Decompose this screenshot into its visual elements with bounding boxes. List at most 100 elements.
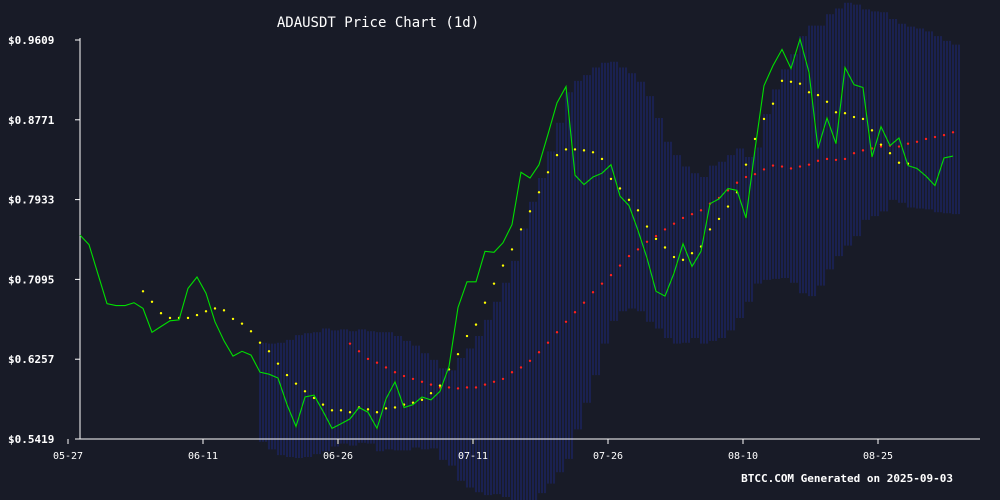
long-ma-point xyxy=(780,165,784,168)
footer-credit: BTCC.COM Generated on 2025-09-03 xyxy=(741,472,953,485)
long-ma-point xyxy=(546,341,550,344)
long-ma-point xyxy=(465,386,469,389)
long-ma-point xyxy=(420,380,424,383)
long-ma-point xyxy=(492,380,496,383)
short-ma-point xyxy=(303,390,307,393)
y-tick-label: $0.8771 xyxy=(8,114,55,127)
long-ma-point xyxy=(393,371,397,374)
short-ma-point xyxy=(879,143,883,146)
x-tick-label: 07-26 xyxy=(593,451,623,462)
close-layer xyxy=(79,37,954,430)
long-ma-point xyxy=(591,291,595,294)
long-ma-point xyxy=(519,366,523,369)
long-ma-point xyxy=(429,383,433,386)
long-ma-point xyxy=(690,212,694,216)
long-ma-point xyxy=(735,181,739,184)
long-ma-point xyxy=(771,164,775,167)
short-ma-point xyxy=(609,177,613,181)
short-ma-point xyxy=(258,341,262,344)
long-ma-point xyxy=(627,254,631,258)
short-ma-point xyxy=(186,316,190,320)
short-ma-point xyxy=(411,401,415,404)
y-tick-label: $0.7933 xyxy=(8,194,54,207)
long-ma-point xyxy=(762,168,766,171)
short-ma-point xyxy=(465,334,469,338)
long-ma-point xyxy=(645,240,649,243)
x-tick-label: 08-10 xyxy=(728,451,758,462)
long-ma-point xyxy=(753,172,757,176)
short-ma-point xyxy=(312,396,316,400)
x-tick-label: 08-25 xyxy=(863,451,893,462)
long-ma-point xyxy=(681,216,685,220)
short-ma-point xyxy=(681,258,685,262)
short-ma-point xyxy=(555,153,559,157)
long-ma-point xyxy=(933,135,937,139)
long-ma-point xyxy=(618,264,622,267)
long-ma-layer xyxy=(348,131,955,390)
short-ma-point xyxy=(213,307,217,310)
short-ma-point xyxy=(528,210,532,213)
short-ma-point xyxy=(519,228,523,231)
short-ma-point xyxy=(789,80,793,84)
long-ma-point xyxy=(879,145,883,148)
long-ma-point xyxy=(816,159,820,163)
short-ma-point xyxy=(150,300,154,303)
short-ma-point xyxy=(564,148,568,151)
short-ma-point xyxy=(573,148,577,151)
long-ma-point xyxy=(636,248,640,251)
long-ma-point xyxy=(357,350,361,353)
short-ma-point xyxy=(798,82,802,85)
long-ma-point xyxy=(366,357,370,361)
long-ma-point xyxy=(951,131,955,134)
short-ma-point xyxy=(330,409,334,412)
long-ma-point xyxy=(447,386,451,389)
y-tick-label: $0.5419 xyxy=(8,433,54,446)
short-ma-point xyxy=(762,117,766,121)
long-ma-point xyxy=(564,320,568,323)
long-ma-point xyxy=(798,165,802,168)
long-ma-point xyxy=(663,228,667,231)
short-ma-point xyxy=(708,228,712,231)
short-ma-point xyxy=(825,100,829,104)
short-ma-point xyxy=(249,330,253,333)
short-ma-point xyxy=(870,129,874,132)
short-ma-point xyxy=(510,248,514,251)
short-ma-point xyxy=(771,102,775,105)
short-ma-point xyxy=(600,157,604,161)
x-tick-label: 05-27 xyxy=(53,451,83,462)
chart-title: ADAUSDT Price Chart (1d) xyxy=(277,15,479,31)
short-ma-point xyxy=(384,407,388,410)
short-ma-point xyxy=(636,209,640,212)
short-ma-point xyxy=(717,217,721,221)
short-ma-point xyxy=(429,391,433,395)
short-ma-point xyxy=(276,362,280,365)
short-ma-point xyxy=(537,191,541,194)
y-tick-label: $0.6257 xyxy=(8,353,54,366)
y-tick-label: $0.9609 xyxy=(8,34,54,47)
axes-layer: $0.5419 $0.6257 $0.7095 $0.7933 $0.8771 $0.96… xyxy=(8,34,980,462)
short-ma-point xyxy=(438,384,442,387)
long-ma-point xyxy=(789,167,793,170)
short-ma-point xyxy=(231,317,235,321)
short-ma-point xyxy=(285,373,289,377)
short-ma-point xyxy=(267,350,271,353)
short-ma-point xyxy=(195,313,199,317)
short-ma-point xyxy=(591,151,595,154)
x-tick-label: 06-11 xyxy=(188,451,218,462)
long-ma-point xyxy=(375,361,379,364)
short-ma-point xyxy=(834,111,838,114)
short-ma-layer xyxy=(141,79,910,414)
short-ma-point xyxy=(627,198,631,202)
short-ma-point xyxy=(753,137,757,141)
x-tick-label: 07-11 xyxy=(458,451,488,462)
short-ma-point xyxy=(339,409,343,412)
long-ma-point xyxy=(915,140,919,143)
short-ma-point xyxy=(375,411,379,414)
long-ma-point xyxy=(609,273,613,277)
short-ma-point xyxy=(420,398,424,402)
short-ma-point xyxy=(393,406,397,409)
long-ma-point xyxy=(501,377,505,381)
long-ma-point xyxy=(600,282,604,285)
